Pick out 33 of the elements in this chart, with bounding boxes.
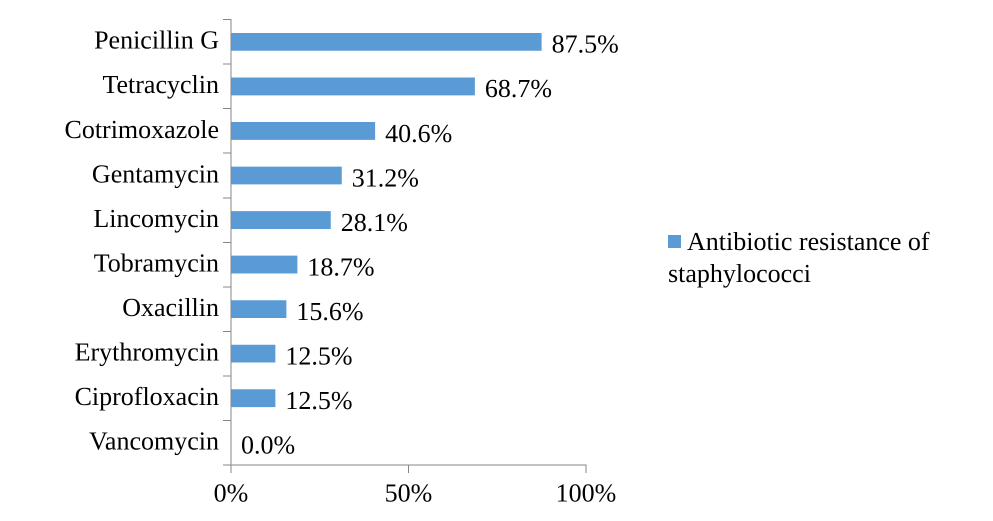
x-tick-label: 0% — [214, 478, 248, 508]
data-label: 12.5% — [285, 341, 353, 370]
data-label: 15.6% — [296, 296, 364, 326]
y-tick-label: Vancomycin — [89, 426, 219, 456]
bar — [232, 166, 342, 184]
y-tick-label: Tetracyclin — [102, 70, 219, 100]
bar — [232, 211, 331, 229]
y-tick-label: Oxacillin — [122, 292, 219, 322]
y-tick-label: Tobramycin — [94, 248, 219, 278]
data-label: 68.7% — [484, 74, 552, 104]
y-tick-label: Erythromycin — [74, 337, 219, 366]
data-label: 0.0% — [241, 430, 296, 460]
data-label: 28.1% — [340, 208, 408, 237]
bar — [232, 389, 276, 408]
y-tick-label: Lincomycin — [93, 204, 219, 233]
x-tick-label: 50% — [384, 478, 432, 508]
bar — [232, 78, 475, 96]
y-tick-label: Cotrimoxazole — [64, 114, 219, 144]
y-tick-label: Penicillin G — [94, 26, 219, 55]
bar — [232, 122, 376, 140]
data-label: 31.2% — [352, 163, 419, 192]
bar — [232, 344, 276, 363]
data-label: 12.5% — [285, 386, 353, 416]
x-tick-label: 100% — [556, 478, 616, 508]
bar — [232, 32, 542, 51]
data-label: 87.5% — [552, 30, 619, 59]
bar — [232, 300, 286, 318]
y-tick-label: Gentamycin — [92, 159, 219, 188]
data-label: 18.7% — [307, 252, 375, 282]
bar — [232, 256, 298, 274]
legend-label: Antibiotic resistance of staphylococci — [668, 226, 931, 290]
y-tick-label: Ciprofloxacin — [74, 382, 219, 412]
data-label: 40.6% — [385, 118, 452, 148]
